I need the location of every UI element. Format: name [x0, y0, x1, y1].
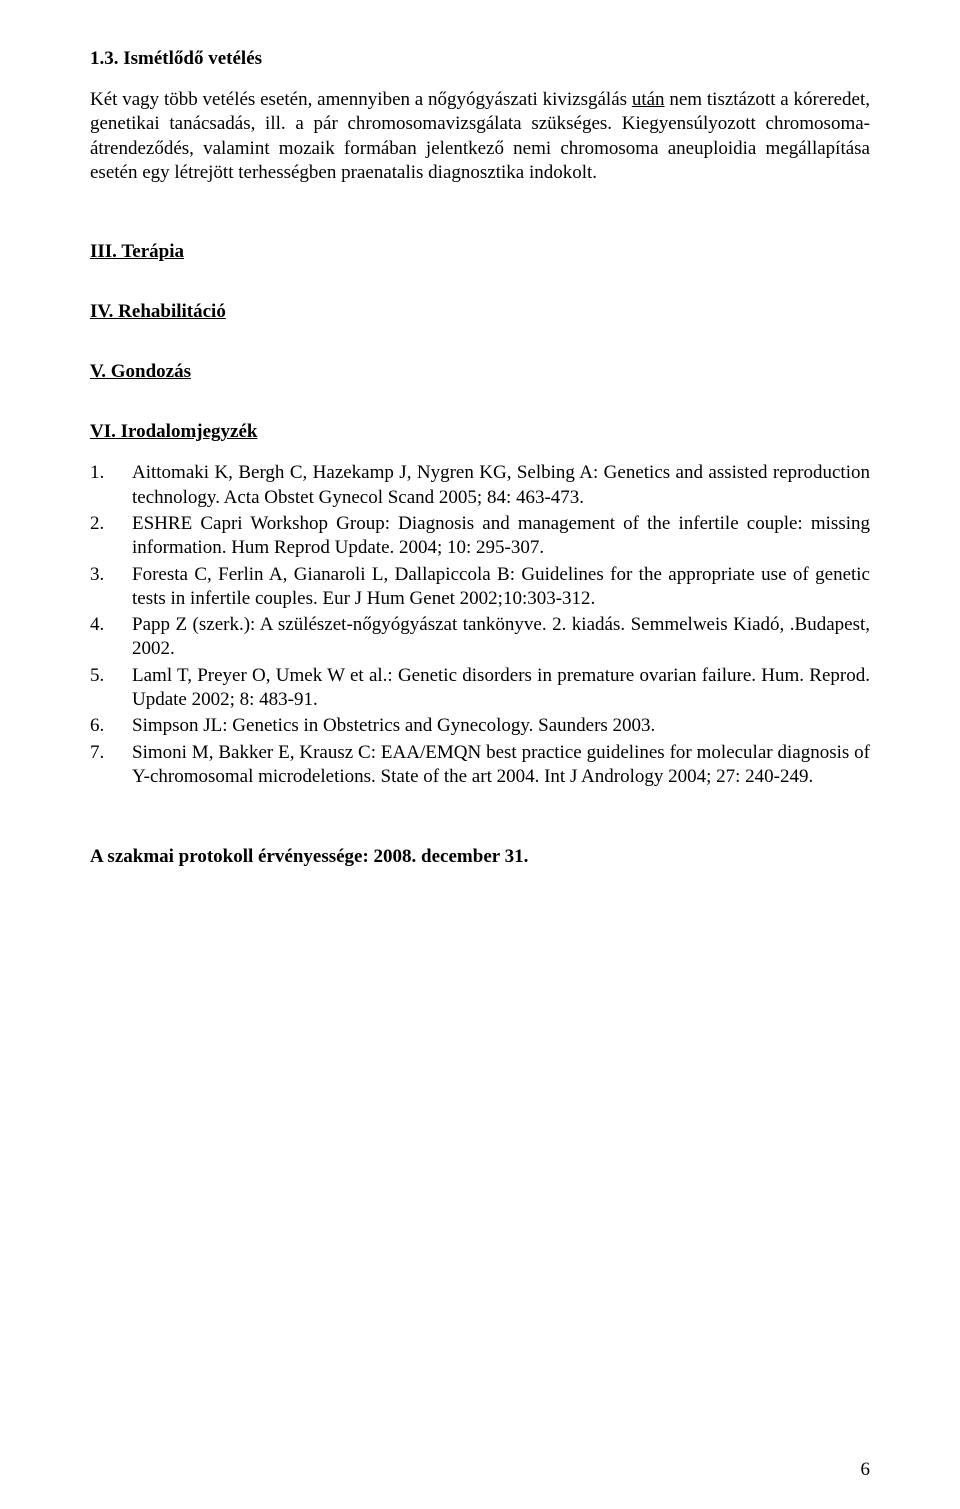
heading-vi-irodalomjegyzek: VI. Irodalomjegyzék: [90, 421, 870, 443]
reference-item: Simpson JL: Genetics in Obstetrics and G…: [90, 714, 870, 738]
reference-item: Aittomaki K, Bergh C, Hazekamp J, Nygren…: [90, 461, 870, 510]
heading-iv-rehabilitacio: IV. Rehabilitáció: [90, 301, 870, 323]
document-page: 1.3. Ismétlődő vetélés Két vagy több vet…: [0, 0, 960, 1509]
heading-iii-terapia: III. Terápia: [90, 241, 870, 263]
validity-statement: A szakmai protokoll érvényessége: 2008. …: [90, 845, 870, 869]
page-number: 6: [861, 1459, 871, 1481]
reference-item: Foresta C, Ferlin A, Gianaroli L, Dallap…: [90, 563, 870, 612]
reference-item: Simoni M, Bakker E, Krausz C: EAA/EMQN b…: [90, 741, 870, 790]
reference-list: Aittomaki K, Bergh C, Hazekamp J, Nygren…: [90, 461, 870, 789]
reference-item: Laml T, Preyer O, Umek W et al.: Genetic…: [90, 664, 870, 713]
section-1-3-title: 1.3. Ismétlődő vetélés: [90, 48, 870, 70]
heading-v-gondozas: V. Gondozás: [90, 361, 870, 383]
spacer: [90, 807, 870, 845]
section-1-3-paragraph: Két vagy több vetélés esetén, amennyiben…: [90, 88, 870, 185]
reference-item: Papp Z (szerk.): A szülészet-nőgyógyásza…: [90, 613, 870, 662]
reference-item: ESHRE Capri Workshop Group: Diagnosis an…: [90, 512, 870, 561]
para-fragment: Két vagy több vetélés esetén, amennyiben…: [90, 89, 632, 110]
spacer: [90, 203, 870, 241]
underlined-word: után: [632, 89, 665, 110]
